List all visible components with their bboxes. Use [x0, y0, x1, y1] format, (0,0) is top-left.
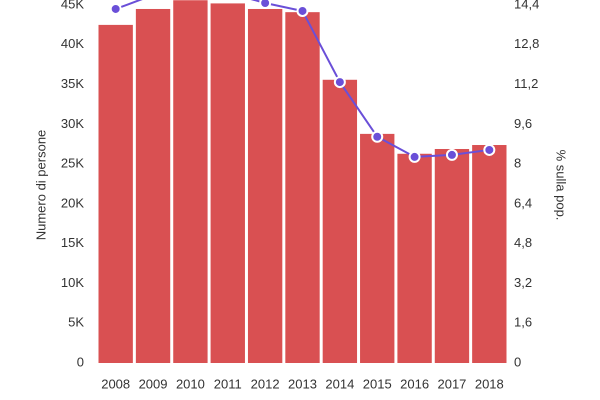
bar: [98, 24, 133, 364]
line-point: [371, 130, 384, 143]
y2-tick-label: 6,4: [514, 195, 532, 210]
y2-tick-label: 11,2: [514, 76, 538, 91]
x-tick-label: 2018: [475, 376, 504, 391]
y2-tick-label: 12,8: [514, 36, 539, 51]
x-tick-label: 2017: [437, 376, 466, 391]
line-point: [408, 150, 421, 163]
bar: [322, 79, 358, 363]
y2-tick-label: 4,8: [514, 235, 532, 250]
y2-tick-label: 9,6: [514, 116, 532, 131]
bar: [397, 153, 432, 363]
bar: [135, 8, 171, 363]
y-tick-label: 0: [77, 354, 84, 369]
line-point: [259, 0, 272, 10]
y-tick-label: 20K: [61, 195, 84, 210]
y-axis-title: Numero di persone: [33, 130, 48, 241]
x-tick-label: 2015: [363, 376, 392, 391]
line-point: [483, 143, 496, 156]
line-point: [445, 148, 458, 161]
line-point: [296, 4, 309, 17]
y2-tick-label: 1,6: [514, 315, 532, 330]
bar: [247, 8, 283, 363]
x-tick-label: 2016: [400, 376, 429, 391]
bar: [285, 12, 320, 363]
bar: [434, 148, 470, 363]
line-point: [109, 2, 122, 15]
y-tick-label: 30K: [61, 116, 84, 131]
x-tick-label: 2011: [214, 376, 242, 391]
y-tick-label: 10K: [61, 275, 84, 290]
bar: [472, 145, 507, 363]
y-tick-label: 40K: [61, 36, 84, 51]
y2-tick-label: 0: [514, 354, 521, 369]
bar: [173, 0, 208, 364]
y-tick-label: 45K: [61, 0, 84, 11]
y-tick-label: 35K: [61, 76, 84, 91]
x-tick-label: 2014: [325, 376, 354, 391]
x-tick-label: 2008: [101, 376, 130, 391]
x-tick-label: 2009: [139, 376, 168, 391]
x-tick-label: 2013: [288, 376, 317, 391]
y2-tick-label: 8: [514, 156, 521, 171]
x-tick-label: 2012: [251, 376, 280, 391]
y-tick-label: 5K: [68, 315, 84, 330]
y-tick-label: 15K: [61, 235, 84, 250]
y2-axis-title: % sulla pop.: [554, 150, 569, 221]
bar: [360, 133, 395, 363]
x-tick-label: 2010: [176, 376, 205, 391]
bar: [210, 3, 245, 364]
y-tick-label: 25K: [61, 156, 84, 171]
y2-tick-label: 3,2: [514, 275, 532, 290]
line-point: [333, 76, 346, 89]
y2-tick-label: 14,4: [514, 0, 539, 11]
